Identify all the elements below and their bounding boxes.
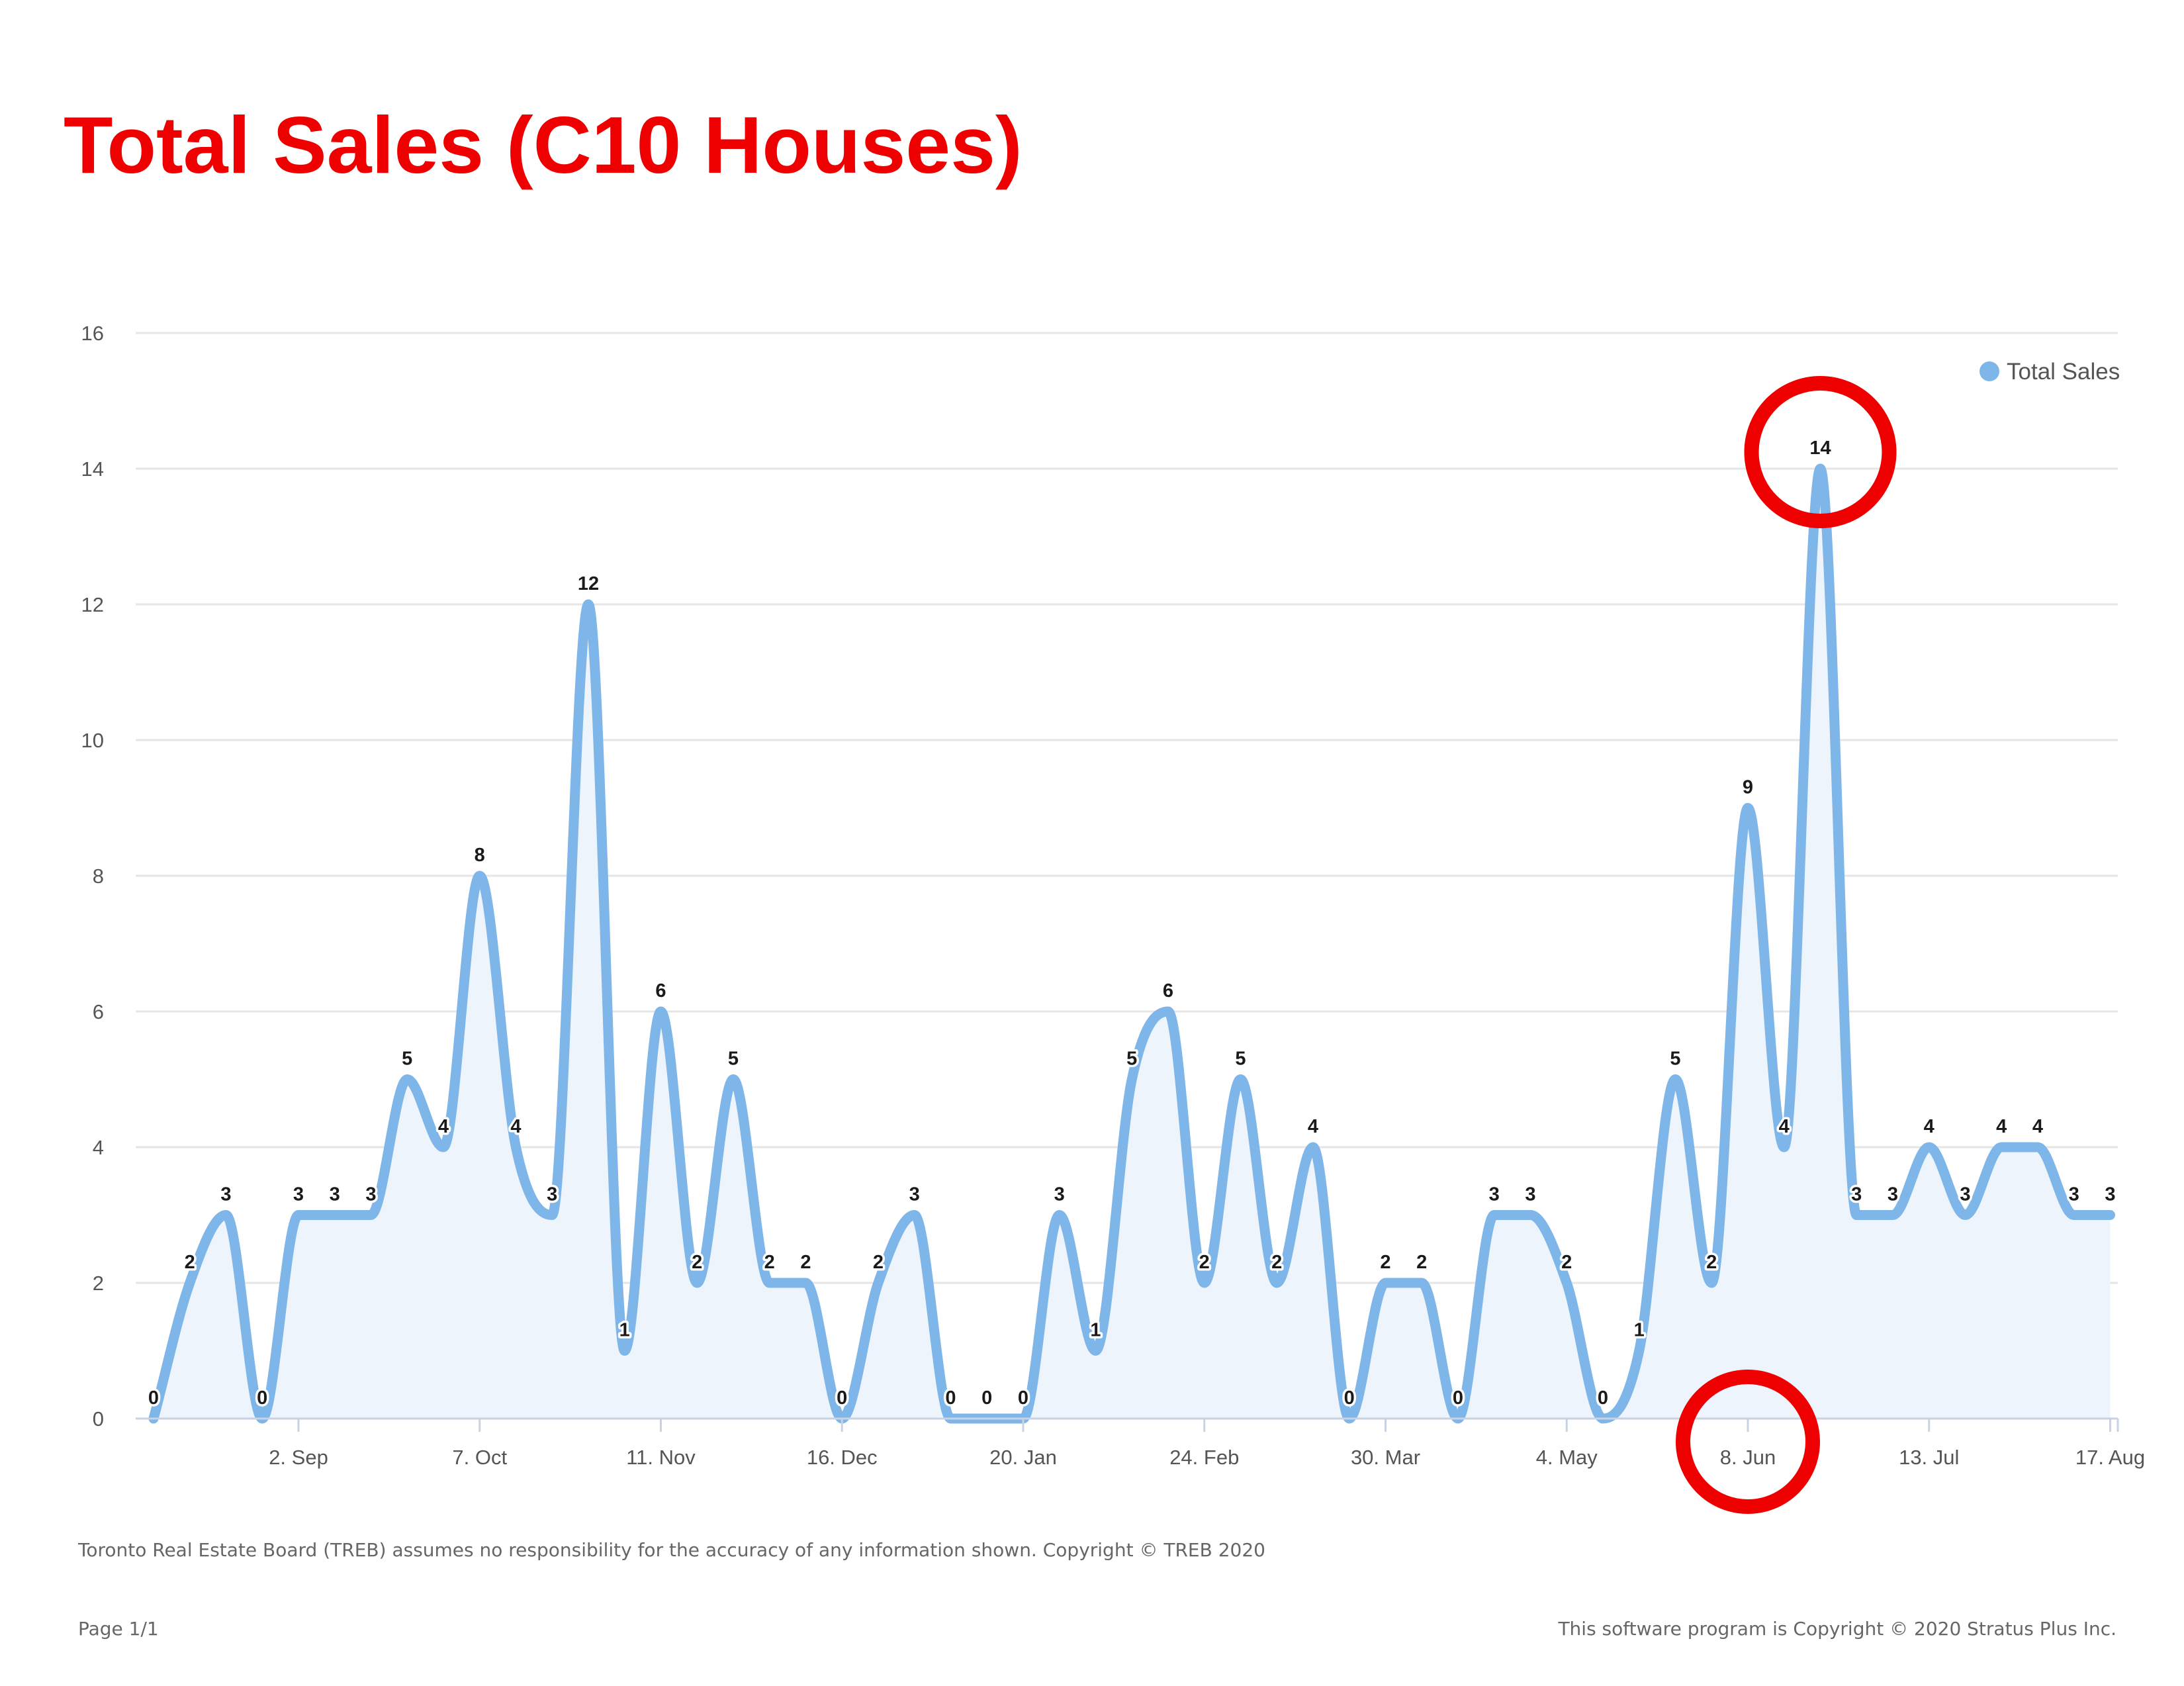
data-label: 3 (1960, 1184, 1970, 1205)
data-label: 5 (1235, 1049, 1246, 1070)
legend-marker (1979, 361, 1999, 381)
y-tick-label-2: 2 (93, 1272, 104, 1295)
y-tick-label-14: 14 (81, 457, 104, 481)
x-tick-label: 4. May (1536, 1446, 1598, 1469)
page-title: Total Sales (C10 Houses) (64, 100, 1023, 190)
series-line-total-sales (148, 463, 2115, 1424)
data-label: 5 (402, 1049, 412, 1070)
x-tick-label: 30. Mar (1351, 1446, 1420, 1469)
data-label: 3 (2105, 1184, 2115, 1205)
data-label: 2 (1561, 1252, 1572, 1273)
x-axis (136, 1417, 2119, 1432)
data-label: 3 (1489, 1184, 1500, 1205)
y-tick-label-8: 8 (93, 865, 104, 888)
data-label: 2 (1706, 1252, 1717, 1273)
x-tick-label: 20. Jan (989, 1446, 1057, 1469)
data-label: 3 (2069, 1184, 2079, 1205)
data-label: 6 (655, 980, 666, 1002)
annotations (1676, 376, 1897, 1514)
x-tick-label: 24. Feb (1169, 1446, 1239, 1469)
data-label: 0 (1598, 1387, 1608, 1409)
data-label: 12 (578, 573, 599, 594)
series-area-fill (154, 469, 2111, 1419)
data-label: 3 (293, 1184, 304, 1205)
data-label: 4 (510, 1116, 521, 1137)
data-label: 0 (257, 1387, 267, 1409)
data-label: 0 (837, 1387, 847, 1409)
data-label: 4 (1996, 1116, 2007, 1137)
data-label: 3 (1851, 1184, 1862, 1205)
data-label: 2 (1380, 1252, 1390, 1273)
data-label: 2 (873, 1252, 884, 1273)
data-label: 3 (547, 1184, 557, 1205)
x-axis-tick-labels: 2. Sep 7. Oct 11. Nov 16. Dec 20. Jan 24. Feb… (269, 1446, 2145, 1469)
data-label: 1 (1090, 1320, 1101, 1341)
x-tick-label: 8. Jun (1720, 1446, 1776, 1469)
data-label: 4 (1924, 1116, 1934, 1137)
data-label: 1 (619, 1320, 630, 1341)
x-tick-label: 16. Dec (807, 1446, 878, 1469)
data-label: 9 (1743, 777, 1753, 798)
data-label: 5 (728, 1049, 739, 1070)
data-label: 6 (1163, 980, 1173, 1002)
highlight-circle-jun-label (1676, 1370, 1820, 1514)
data-label: 14 (1809, 438, 1831, 459)
series-line-layer (148, 463, 2115, 1424)
data-label: 3 (1525, 1184, 1535, 1205)
y-tick-label-4: 4 (93, 1136, 104, 1159)
data-label: 8 (475, 845, 485, 866)
data-label: 0 (148, 1387, 159, 1409)
data-label: 2 (1271, 1252, 1282, 1273)
data-label: 0 (1018, 1387, 1028, 1409)
data-label: 3 (365, 1184, 376, 1205)
y-tick-label-0: 0 (93, 1407, 104, 1430)
data-label: 3 (1054, 1184, 1065, 1205)
y-tick-label-10: 10 (81, 729, 104, 752)
data-label: 0 (1344, 1387, 1355, 1409)
data-label: 3 (1888, 1184, 1898, 1205)
y-axis-tick-labels: 0 2 4 6 8 10 12 14 16 (81, 322, 104, 1430)
data-label: 3 (220, 1184, 231, 1205)
data-label: 2 (800, 1252, 811, 1273)
legend-label: Total Sales (2007, 359, 2120, 385)
x-tick-label: 13. Jul (1899, 1446, 1959, 1469)
legend: Total Sales (1979, 359, 2120, 385)
data-label: 4 (438, 1116, 449, 1137)
disclaimer-text: Toronto Real Estate Board (TREB) assumes… (78, 1539, 1265, 1561)
y-tick-label-12: 12 (81, 593, 104, 616)
y-tick-label-6: 6 (93, 1000, 104, 1023)
page-number: Page 1/1 (78, 1618, 159, 1640)
data-label: 2 (764, 1252, 775, 1273)
area-fill-layer (154, 469, 2111, 1419)
data-label: 0 (945, 1387, 956, 1409)
x-tick-label: 11. Nov (626, 1446, 696, 1469)
software-copyright: This software program is Copyright © 202… (1558, 1618, 2116, 1640)
data-label: 4 (2032, 1116, 2043, 1137)
data-label: 0 (981, 1387, 992, 1409)
data-label: 3 (330, 1184, 340, 1205)
data-label: 2 (185, 1252, 195, 1273)
y-tick-label-16: 16 (81, 322, 104, 345)
data-label: 5 (1126, 1049, 1137, 1070)
data-label: 1 (1634, 1320, 1645, 1341)
data-label: 2 (1416, 1252, 1427, 1273)
data-label: 2 (692, 1252, 702, 1273)
data-label: 2 (1199, 1252, 1210, 1273)
x-tick-label: 2. Sep (269, 1446, 328, 1469)
data-label: 5 (1670, 1049, 1680, 1070)
data-label: 4 (1779, 1116, 1790, 1137)
data-label: 4 (1308, 1116, 1318, 1137)
x-tick-label: 7. Oct (452, 1446, 507, 1469)
x-tick-label: 17. Aug (2075, 1446, 2145, 1469)
data-label: 3 (909, 1184, 920, 1205)
highlight-circle-peak (1744, 376, 1897, 528)
data-label: 0 (1453, 1387, 1463, 1409)
